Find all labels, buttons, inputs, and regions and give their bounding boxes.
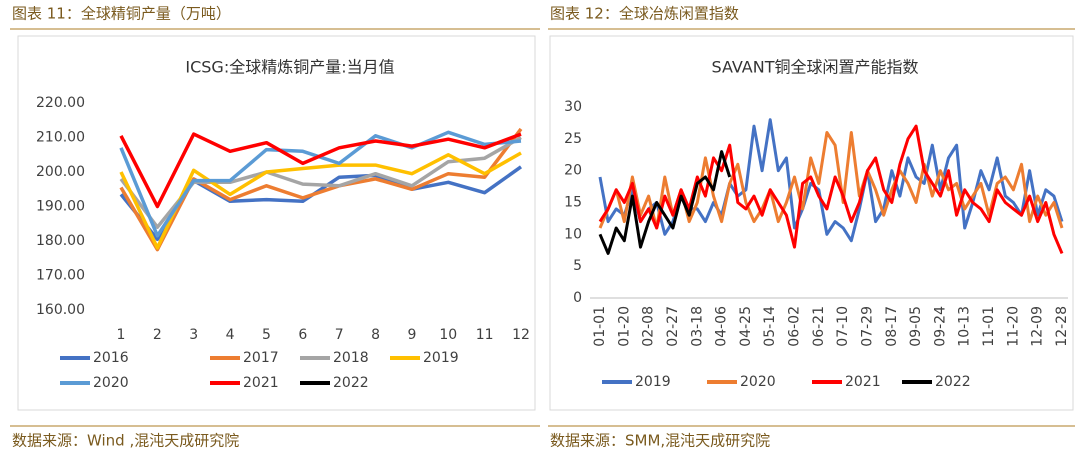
x-tick-label: 10 <box>439 327 457 343</box>
legend-label: 2020 <box>740 374 776 390</box>
source: 数据来源：SMM,混沌天成研究院 <box>550 432 770 450</box>
x-tick-label: 09-24 <box>932 306 948 347</box>
caption: 图表 12：全球冶炼闲置指数 <box>550 5 739 23</box>
x-tick-label: 5 <box>262 327 271 343</box>
x-tick-label: 11-20 <box>1005 306 1021 347</box>
caption: 图表 11：全球精铜产量（万吨） <box>12 5 231 23</box>
y-tick-label: 190.00 <box>36 199 85 215</box>
legend-label: 2019 <box>423 350 459 366</box>
y-tick-label: 220.00 <box>36 95 85 111</box>
y-tick-label: 30 <box>564 99 582 115</box>
y-tick-label: 15 <box>564 195 582 211</box>
x-tick-label: 7 <box>335 327 344 343</box>
series-line <box>598 124 1064 254</box>
x-tick-label: 04-25 <box>738 306 754 347</box>
y-tick-label: 20 <box>564 163 582 179</box>
x-tick-label: 8 <box>371 327 380 343</box>
x-tick-label: 11 <box>476 327 494 343</box>
y-tick-label: 200.00 <box>36 164 85 180</box>
y-tick-label: 210.00 <box>36 130 85 146</box>
x-tick-label: 05-14 <box>762 306 778 347</box>
legend-label: 2022 <box>333 375 369 391</box>
x-tick-label: 06-02 <box>787 306 803 347</box>
y-tick-label: 0 <box>573 290 582 306</box>
x-tick-label: 12 <box>512 327 530 343</box>
x-tick-label: 1 <box>117 327 126 343</box>
y-tick-label: 5 <box>573 258 582 274</box>
x-tick-label: 2 <box>153 327 162 343</box>
x-tick-label: 3 <box>189 327 198 343</box>
x-tick-label: 06-21 <box>811 306 827 347</box>
source: 数据来源：Wind ,混沌天成研究院 <box>12 432 239 450</box>
x-tick-label: 02-08 <box>641 306 657 347</box>
x-tick-label: 02-27 <box>665 306 681 347</box>
x-tick-label: 01-01 <box>592 306 608 347</box>
x-tick-label: 4 <box>226 327 235 343</box>
legend-label: 2016 <box>93 350 129 366</box>
x-tick-label: 04-06 <box>714 306 730 347</box>
legend-label: 2019 <box>635 374 671 390</box>
y-tick-label: 25 <box>564 131 582 147</box>
chart-frame <box>17 35 536 411</box>
x-tick-label: 01-20 <box>616 306 632 347</box>
legend-label: 2018 <box>333 350 369 366</box>
legend-label: 2022 <box>935 374 971 390</box>
series-line <box>119 132 522 209</box>
legend-label: 2021 <box>845 374 881 390</box>
x-tick-label: 12-28 <box>1054 306 1070 347</box>
x-tick-label: 07-29 <box>859 306 875 347</box>
x-tick-label: 11-01 <box>981 306 997 347</box>
y-tick-label: 10 <box>564 226 582 242</box>
legend-label: 2017 <box>243 350 279 366</box>
legend-label: 2021 <box>243 375 279 391</box>
series-line <box>119 151 522 250</box>
chart-frame <box>549 35 1074 411</box>
chart-title: SAVANT铜全球闲置产能指数 <box>712 58 919 77</box>
x-tick-label: 9 <box>407 327 416 343</box>
legend-label: 2020 <box>93 375 129 391</box>
x-tick-label: 09-05 <box>908 306 924 347</box>
series-line <box>119 135 522 229</box>
y-tick-label: 160.00 <box>36 302 85 318</box>
x-tick-label: 6 <box>298 327 307 343</box>
x-tick-label: 12-09 <box>1030 306 1046 347</box>
chart-title: ICSG:全球精炼铜产量:当月值 <box>185 58 394 77</box>
x-tick-label: 03-18 <box>689 306 705 347</box>
x-tick-label: 08-17 <box>884 306 900 347</box>
y-tick-label: 180.00 <box>36 233 85 249</box>
y-tick-label: 170.00 <box>36 268 85 284</box>
series-line <box>598 150 732 255</box>
x-tick-label: 07-10 <box>835 306 851 347</box>
x-tick-label: 10-13 <box>957 306 973 347</box>
